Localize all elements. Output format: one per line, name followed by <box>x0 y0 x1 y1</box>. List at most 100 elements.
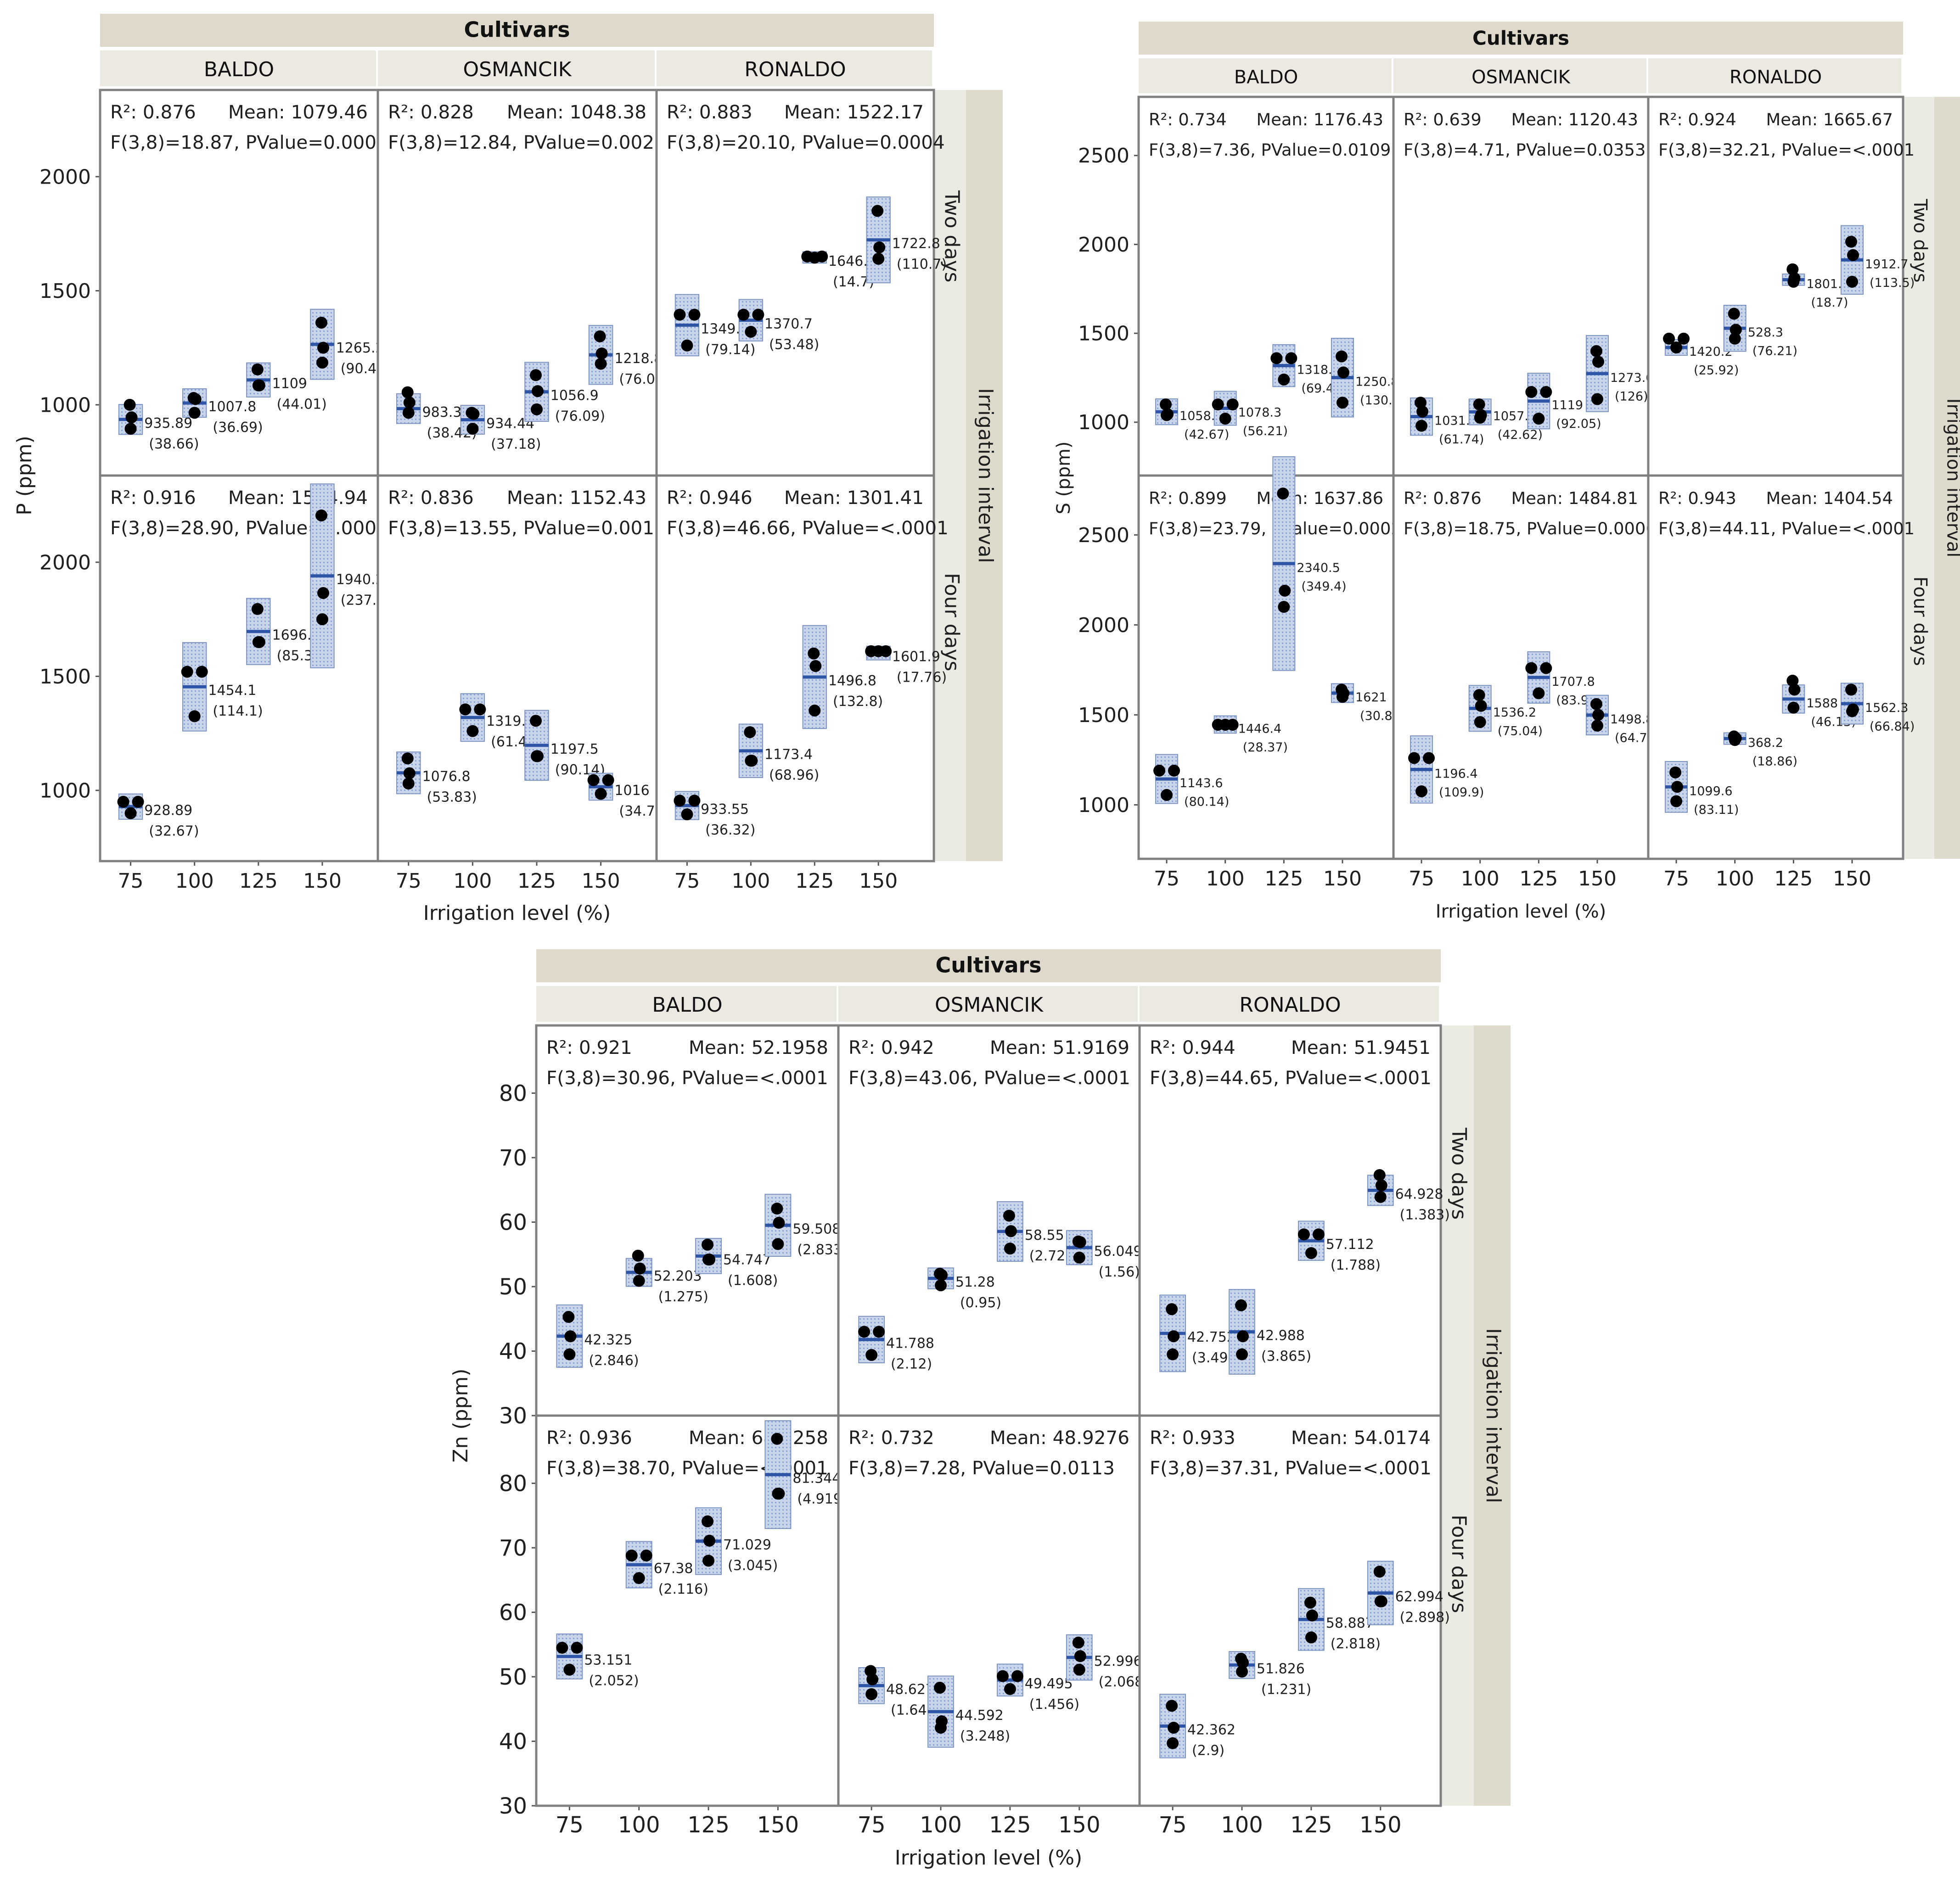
outer-row-label: Irrigation interval <box>1482 1328 1505 1503</box>
data-point <box>1728 308 1740 320</box>
data-point <box>1336 350 1348 363</box>
data-point <box>1415 420 1428 432</box>
data-point <box>1373 1566 1386 1578</box>
panel-mean: Mean: 1504.94 <box>228 487 368 509</box>
mean-label: 59.508 <box>792 1221 841 1237</box>
column-header-label: BALDO <box>1234 67 1298 88</box>
data-point <box>744 726 756 739</box>
mean-label: 1454.1 <box>208 683 256 699</box>
y-axis-title: S (ppm) <box>1053 441 1074 514</box>
mean-label: 1109 <box>272 376 307 392</box>
data-point <box>466 725 479 737</box>
x-tick-label: 100 <box>175 869 214 893</box>
panel-frame <box>1137 474 1395 860</box>
panel: R²: 0.883 Mean: 1522.17 F(3,8)=20.10, PVal… <box>655 89 947 477</box>
data-point <box>1278 373 1290 386</box>
data-point <box>1787 701 1800 714</box>
y-tick-label: 50 <box>499 1274 527 1300</box>
data-point <box>1846 275 1858 288</box>
mean-label: 928.89 <box>144 802 192 818</box>
mean-label: 1265.2 <box>336 340 384 356</box>
data-point <box>1415 785 1428 797</box>
panel-f-stat: F(3,8)=44.65, PValue=<.0001 <box>1150 1067 1432 1089</box>
panel-r2: R²: 0.734 <box>1149 110 1227 129</box>
data-point <box>745 325 757 338</box>
data-point <box>1161 409 1173 421</box>
data-point <box>402 407 415 419</box>
data-point <box>681 339 693 352</box>
sd-label: (3.248) <box>960 1728 1010 1744</box>
data-point <box>530 750 543 762</box>
sd-label: (2.052) <box>589 1673 639 1689</box>
data-point <box>1226 398 1239 411</box>
data-point <box>1533 687 1545 700</box>
panel: R²: 0.942 Mean: 51.9169 F(3,8)=43.06, PVal… <box>837 1024 1142 1417</box>
data-point <box>125 411 138 424</box>
mean-label: 64.928 <box>1395 1186 1443 1202</box>
data-point <box>467 408 480 420</box>
x-tick-label: 125 <box>989 1812 1031 1838</box>
sd-label: (110.7) <box>897 257 947 273</box>
y-tick-label: 1000 <box>1078 794 1129 817</box>
row-strip <box>1903 476 1934 859</box>
sd-label: (92.05) <box>1556 417 1601 431</box>
panel-f-stat: F(3,8)=30.96, PValue=<.0001 <box>546 1067 828 1089</box>
x-tick-label: 150 <box>303 869 342 893</box>
data-point <box>772 1238 784 1250</box>
column-header-label: RONALDO <box>1730 67 1822 88</box>
data-point <box>935 1279 947 1292</box>
panel-f-stat: F(3,8)=44.11, PValue=<.0001 <box>1658 519 1915 538</box>
column-header-label: OSMANCIK <box>1471 67 1571 88</box>
mean-label: 1912.7 <box>1865 257 1908 271</box>
y-tick-label: 80 <box>499 1081 527 1106</box>
sd-label: (36.32) <box>705 822 755 838</box>
panel-f-stat: F(3,8)=37.31, PValue=<.0001 <box>1150 1457 1432 1479</box>
x-tick-label: 150 <box>1833 867 1871 890</box>
sd-label: (42.62) <box>1498 428 1543 442</box>
data-point <box>401 386 414 398</box>
data-point <box>809 704 821 717</box>
x-tick-label: 150 <box>1578 867 1617 890</box>
x-tick-label: 150 <box>582 869 620 893</box>
data-point <box>466 423 479 435</box>
sd-label: (83.11) <box>1694 803 1739 817</box>
y-tick-label: 2000 <box>39 165 91 189</box>
x-axis-title: Irrigation level (%) <box>423 902 611 925</box>
data-point <box>1416 405 1429 418</box>
mean-label: 1496.8 <box>828 673 876 689</box>
x-tick-label: 125 <box>795 869 834 893</box>
data-point <box>1475 700 1487 712</box>
data-point <box>594 330 606 342</box>
data-point <box>1219 413 1231 425</box>
mean-label: 1273.6 <box>1610 371 1653 385</box>
y-tick-label: 1500 <box>39 280 91 303</box>
y-tick-label: 40 <box>499 1338 527 1364</box>
sd-label: (18.7) <box>1811 296 1848 310</box>
sd-label: (36.69) <box>213 420 263 436</box>
column-header <box>1139 58 1392 93</box>
column-header-label: RONALDO <box>1239 993 1341 1017</box>
sd-label: (2.846) <box>589 1353 639 1369</box>
x-tick-label: 150 <box>1058 1812 1101 1838</box>
sd-label: (61.74) <box>1439 432 1484 447</box>
data-point <box>1423 752 1435 764</box>
data-point <box>871 205 884 217</box>
data-point <box>1004 1683 1016 1695</box>
x-tick-label: 75 <box>674 869 700 893</box>
mean-label: 52.203 <box>654 1268 702 1284</box>
panel-frame <box>99 89 379 477</box>
data-point <box>1590 345 1602 357</box>
data-point <box>702 1254 715 1265</box>
data-point <box>1279 584 1291 597</box>
data-point <box>702 1238 714 1251</box>
mean-label: 42.325 <box>584 1332 632 1348</box>
data-point <box>317 587 329 599</box>
data-point <box>1670 342 1683 354</box>
sd-label: (66.84) <box>1870 719 1915 734</box>
panel-r2: R²: 0.924 <box>1658 110 1736 129</box>
data-point <box>1073 1663 1085 1676</box>
panel-frame <box>1138 1024 1442 1417</box>
mean-label: 58.887 <box>1326 1615 1374 1631</box>
outer-row-label: Irrigation interval <box>974 388 997 563</box>
data-point <box>1375 1179 1387 1192</box>
